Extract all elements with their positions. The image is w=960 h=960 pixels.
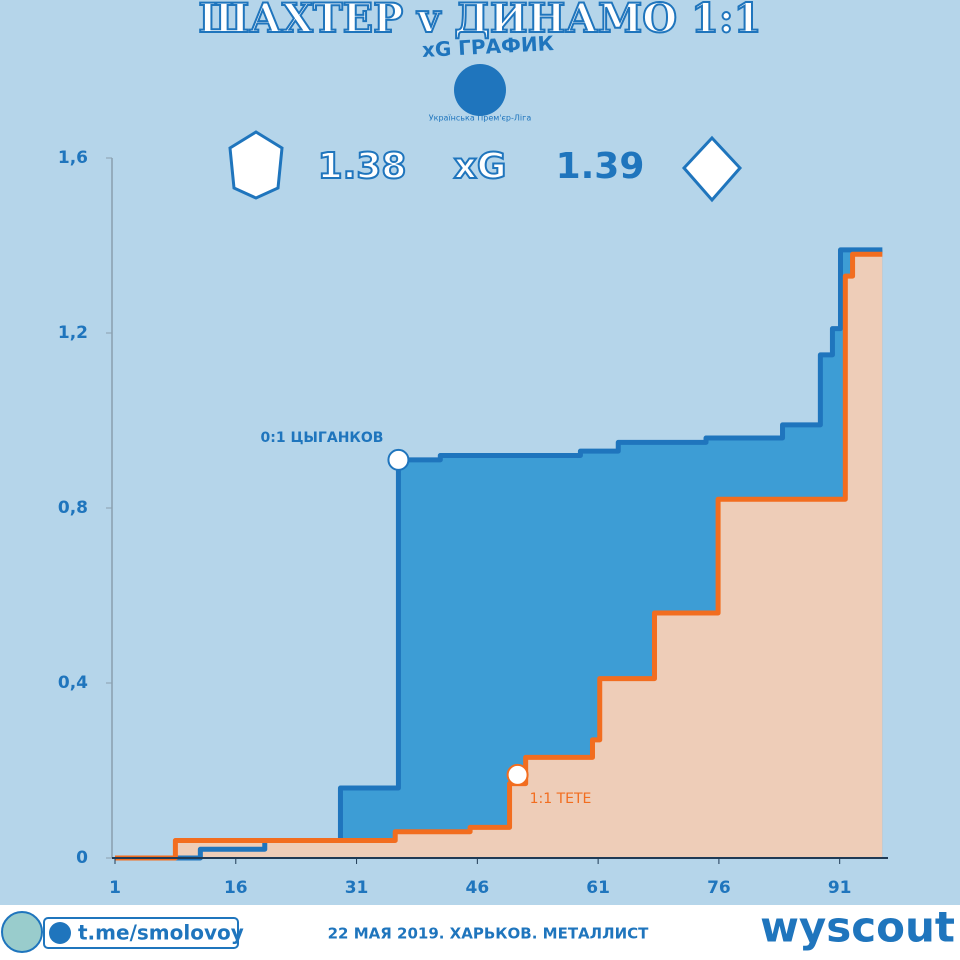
home-xg: 1.38 xyxy=(318,146,407,187)
x-tick-label: 1 xyxy=(109,878,121,898)
away-logo xyxy=(681,135,743,203)
line xyxy=(115,251,883,861)
title: ШАХТЕР v ДИНАМО 1:1 xyxy=(199,0,762,42)
channel: t.me/smolovoy xyxy=(78,921,244,945)
y-tick-label: 1,6 xyxy=(58,148,88,168)
metric: xG xyxy=(454,146,507,187)
away-xg: 1.39 xyxy=(556,146,645,187)
y-tick-label: 0 xyxy=(76,848,88,868)
league-logo xyxy=(454,64,506,116)
annotation: 1:1 ТЕТЕ xyxy=(530,791,592,807)
x-tick-label: 61 xyxy=(586,878,610,898)
home-logo xyxy=(228,130,284,200)
telegram-icon xyxy=(49,922,71,944)
annotation: 0:1 ЦЫГАНКОВ xyxy=(260,430,383,446)
y-tick-label: 1,2 xyxy=(58,323,88,343)
brand: wyscout xyxy=(760,903,955,952)
channel-box xyxy=(43,917,239,949)
y-tick-label: 0,8 xyxy=(58,498,88,518)
league-name: Українська Прем'єр-Ліга xyxy=(429,114,532,123)
match-info: 22 МАЯ 2019. ХАРЬКОВ. МЕТАЛЛИСТ xyxy=(328,925,650,943)
area xyxy=(115,254,883,858)
annotation-marker xyxy=(506,763,529,786)
x-tick-label: 91 xyxy=(828,878,852,898)
annotation-marker xyxy=(387,448,410,471)
x-tick-label: 31 xyxy=(345,878,369,898)
y-tick-label: 0,4 xyxy=(58,673,88,693)
x-tick-label: 76 xyxy=(707,878,731,898)
plot: 0 0,4 0,8 1,2 1,6 1 16 31 46 61 76 91 0:1 ЦЫГАНКОВ 1:… xyxy=(58,148,888,898)
x-tick-label: 46 xyxy=(466,878,490,898)
avatar xyxy=(1,911,43,953)
x-tick-label: 16 xyxy=(224,878,248,898)
